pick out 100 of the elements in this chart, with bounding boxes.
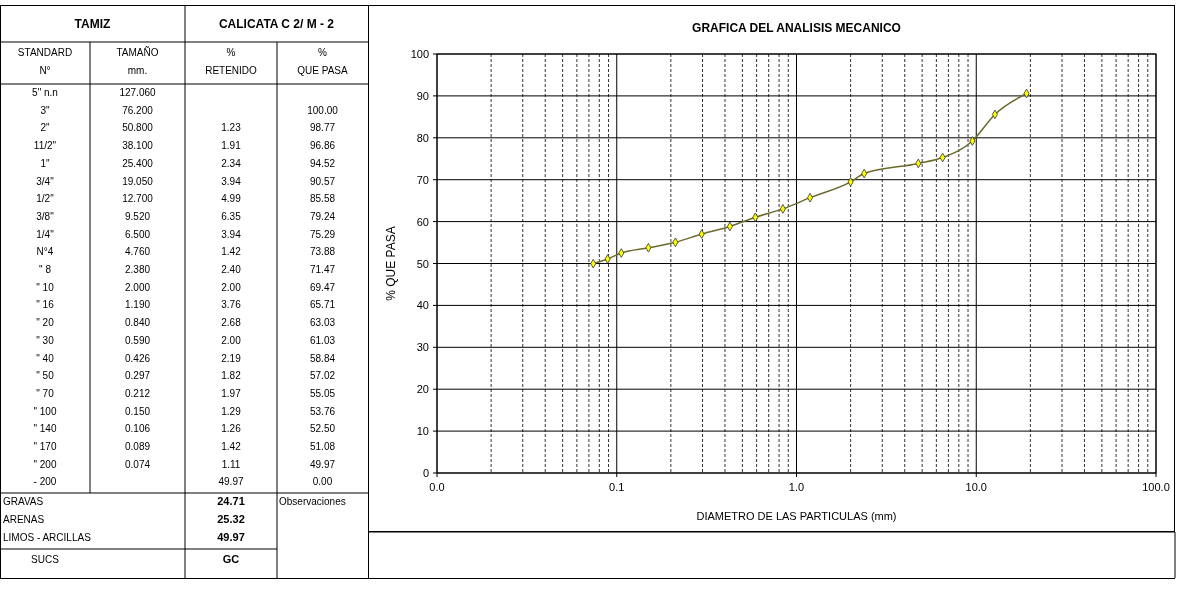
text: 71.47 <box>309 264 336 275</box>
text: 0.297 <box>124 370 151 382</box>
text: 50.800 <box>122 122 154 134</box>
text: 4.99 <box>221 193 242 205</box>
text: " 100 <box>33 405 57 417</box>
text: " 170 <box>33 441 57 452</box>
text: 49.97 <box>218 476 244 488</box>
text: 1.82 <box>221 370 242 382</box>
y-tick-label: 30 <box>416 341 429 354</box>
y-tick-label: 50 <box>416 257 429 270</box>
text: mm. <box>127 65 148 76</box>
text: 2.380 <box>124 264 151 275</box>
x-tick-label: 0.0 <box>429 481 445 493</box>
text: 0.590 <box>124 334 151 346</box>
text: 0.840 <box>124 317 151 329</box>
text: % <box>318 47 328 58</box>
text: 127.060 <box>119 87 157 98</box>
text: 1.42 <box>221 441 242 452</box>
text: 52.50 <box>309 423 336 435</box>
text: " 20 <box>36 317 55 329</box>
text: 76.200 <box>122 104 154 116</box>
text: " 40 <box>36 352 55 364</box>
text: 2.000 <box>124 281 151 293</box>
text: 25.400 <box>122 157 154 169</box>
text: 49.97 <box>217 531 245 543</box>
text: 65.71 <box>309 299 336 311</box>
text: 0.106 <box>124 423 151 435</box>
text: 3.94 <box>221 228 242 240</box>
text: 1.91 <box>221 140 242 152</box>
y-tick-label: 90 <box>416 89 429 102</box>
x-tick-label: 100.0 <box>1142 481 1170 493</box>
text: 96.86 <box>309 140 336 152</box>
text: 3/8" <box>36 210 55 222</box>
text: 6.500 <box>124 228 151 240</box>
text: % <box>226 47 236 58</box>
text: TAMAÑO <box>116 46 159 58</box>
text: 94.52 <box>309 157 336 169</box>
text: 0.150 <box>124 405 151 417</box>
text: 2.40 <box>221 264 242 275</box>
text: " 30 <box>36 334 55 346</box>
text: 1/2" <box>36 193 55 205</box>
text: 25.32 <box>217 513 245 525</box>
text: 1.11 <box>221 458 241 470</box>
text: 1.190 <box>124 299 151 311</box>
text: 19.050 <box>122 175 154 187</box>
text: 5" n.n <box>32 87 58 98</box>
y-tick-label: 40 <box>416 299 429 312</box>
y-tick-label: 20 <box>416 383 429 396</box>
text: 63.03 <box>309 317 336 329</box>
text: 1.97 <box>221 387 242 399</box>
chart-title: GRAFICA DEL ANALISIS MECANICO <box>692 21 901 35</box>
y-tick-label: 80 <box>416 131 429 144</box>
text: 90.57 <box>309 175 336 187</box>
text: 1" <box>40 157 50 169</box>
text: TAMIZ <box>74 17 111 31</box>
y-tick-label: 100 <box>410 48 429 60</box>
text: 1.23 <box>221 122 242 134</box>
text: " 140 <box>33 423 57 435</box>
text: 6.35 <box>221 210 242 222</box>
y-tick-label: 60 <box>416 215 429 228</box>
text: 0.074 <box>124 458 151 470</box>
text: 1.26 <box>221 423 242 435</box>
text: 3" <box>40 104 50 116</box>
text: " 10 <box>36 281 55 293</box>
text: GRAVAS <box>3 496 44 507</box>
text: LIMOS - ARCILLAS <box>3 532 92 543</box>
text: 2.68 <box>221 317 242 329</box>
text: 2.00 <box>221 281 242 293</box>
text: " 16 <box>36 299 55 311</box>
text: 0.212 <box>124 387 151 399</box>
text: N°4 <box>36 246 54 258</box>
text: 55.05 <box>309 387 336 399</box>
text: 4.760 <box>124 246 151 258</box>
text: - 200 <box>33 476 57 488</box>
text: " 70 <box>36 387 55 399</box>
text: 3/4" <box>36 175 55 187</box>
text: " 200 <box>33 458 57 470</box>
text: 38.100 <box>122 140 154 152</box>
text: 2" <box>40 122 50 134</box>
text: 58.84 <box>309 352 336 364</box>
text: " 50 <box>36 370 55 382</box>
text: RETENIDO <box>205 65 258 76</box>
text: 0.089 <box>124 441 151 452</box>
text: 73.88 <box>309 246 336 258</box>
text: 12.700 <box>122 193 154 205</box>
text: 1/4" <box>36 228 55 240</box>
x-tick-label: 0.1 <box>609 481 625 493</box>
text: 100.00 <box>307 104 339 116</box>
x-tick-label: 1.0 <box>788 481 805 493</box>
text: 1.42 <box>221 246 242 258</box>
text: 98.77 <box>309 122 336 134</box>
text: STANDARD <box>17 47 73 58</box>
text: GC <box>222 553 240 565</box>
text: 3.76 <box>221 299 242 311</box>
text: 0.426 <box>124 352 151 364</box>
text: " 8 <box>39 264 52 275</box>
text: Observaciones <box>279 496 346 507</box>
x-axis-title: DIAMETRO DE LAS PARTICULAS (mm) <box>696 510 897 522</box>
text: 2.00 <box>221 334 242 346</box>
text: 79.24 <box>309 210 336 222</box>
